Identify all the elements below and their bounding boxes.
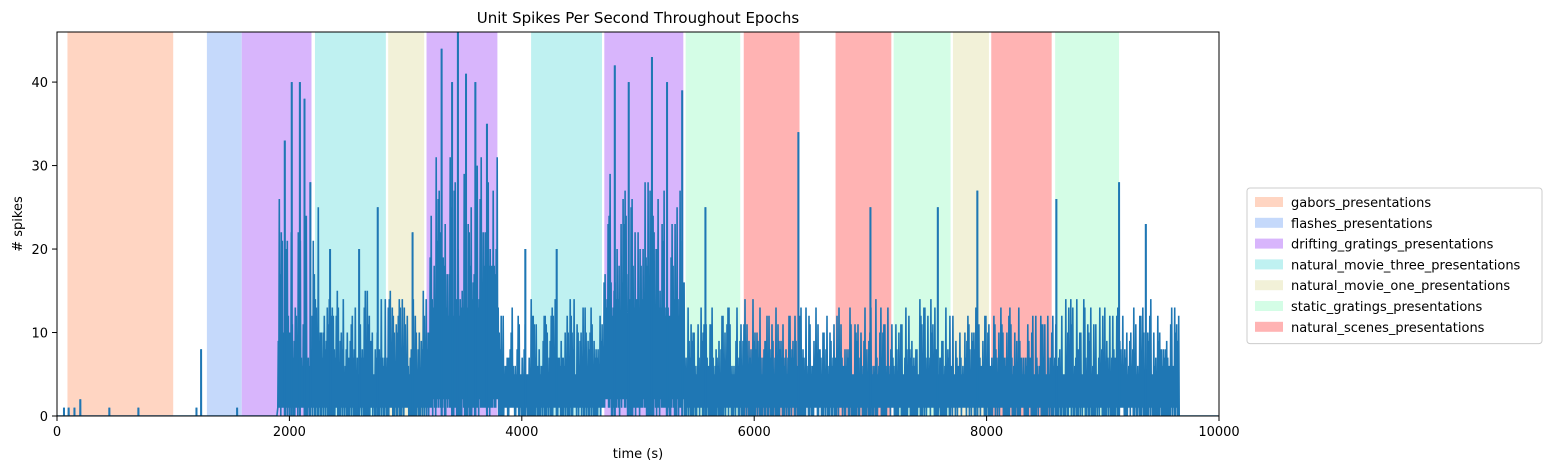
y-tick-label: 30 <box>31 160 48 175</box>
legend-box <box>1246 187 1543 345</box>
legend-swatch-natural_scenes_presentations <box>1255 321 1283 332</box>
epoch-band-flashes_presentations <box>206 32 242 416</box>
legend-swatch-gabors_presentations <box>1255 197 1283 207</box>
x-tick-label: 10000 <box>1198 425 1239 440</box>
legend-swatch-flashes_presentations <box>1255 217 1283 228</box>
x-axis-label: time (s) <box>613 447 663 462</box>
y-tick-label: 20 <box>31 243 48 258</box>
legend-label-drifting_gratings_presentations: drifting_gratings_presentations <box>1291 238 1494 253</box>
x-axis: 0 2000 4000 6000 8000 10000 <box>53 416 1240 440</box>
legend-swatch-natural_movie_three_presentations <box>1255 259 1283 270</box>
legend-label-natural_movie_one_presentations: natural_movie_one_presentations <box>1291 279 1510 294</box>
chart-title: Unit Spikes Per Second Throughout Epochs <box>477 9 800 27</box>
x-tick-label: 0 <box>53 425 61 440</box>
legend-swatch-drifting_gratings_presentations <box>1255 238 1283 249</box>
series-line <box>57 32 1219 416</box>
y-axis-label: # spikes <box>11 196 26 252</box>
legend-label-gabors_presentations: gabors_presentations <box>1291 196 1431 211</box>
x-tick-label: 4000 <box>505 425 538 440</box>
y-tick-label: 40 <box>31 76 48 91</box>
legend-swatch-static_gratings_presentations <box>1255 301 1283 311</box>
y-axis: 0 10 20 30 40 <box>31 76 57 425</box>
spike-trace-line <box>57 32 1219 416</box>
legend-label-static_gratings_presentations: static_gratings_presentations <box>1291 300 1483 315</box>
legend-label-natural_scenes_presentations: natural_scenes_presentations <box>1291 321 1485 336</box>
legend: gabors_presentations flashes_presentation… <box>1246 187 1543 345</box>
x-tick-label: 2000 <box>273 425 306 440</box>
y-tick-label: 0 <box>40 410 48 425</box>
legend-swatch-natural_movie_one_presentations <box>1255 280 1283 291</box>
axes-frame <box>56 31 1220 417</box>
legend-label-natural_movie_three_presentations: natural_movie_three_presentations <box>1291 258 1521 273</box>
legend-label-flashes_presentations: flashes_presentations <box>1291 217 1433 232</box>
x-tick-label: 6000 <box>738 425 771 440</box>
x-tick-label: 8000 <box>970 425 1003 440</box>
epoch-band-gabors_presentations <box>67 32 174 416</box>
y-tick-label: 10 <box>31 327 48 342</box>
